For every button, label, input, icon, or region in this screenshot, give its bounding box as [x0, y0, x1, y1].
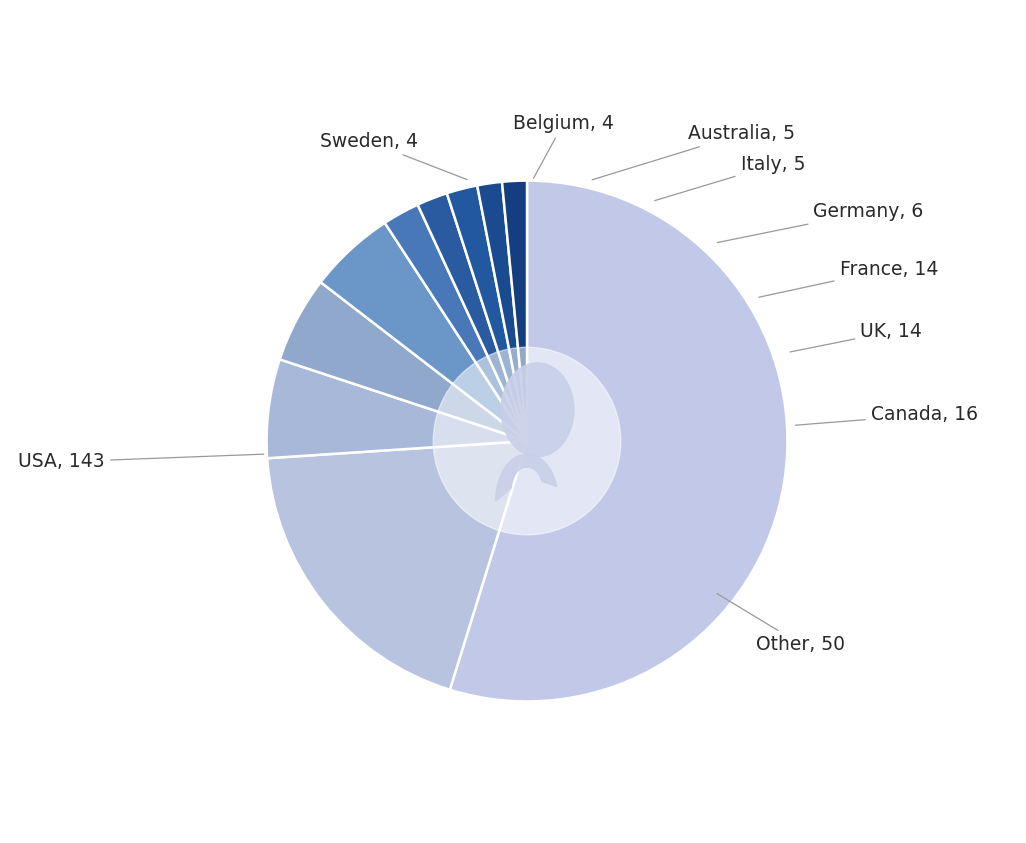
Circle shape [433, 347, 621, 534]
Wedge shape [477, 182, 527, 441]
Wedge shape [385, 205, 527, 441]
Text: Italy, 5: Italy, 5 [655, 155, 805, 201]
Text: France, 14: France, 14 [759, 260, 938, 298]
Wedge shape [502, 180, 527, 441]
Text: Belgium, 4: Belgium, 4 [513, 114, 614, 178]
Wedge shape [267, 359, 527, 459]
Text: USA, 143: USA, 143 [18, 453, 264, 471]
Text: Other, 50: Other, 50 [717, 593, 845, 653]
Ellipse shape [501, 362, 574, 457]
Text: Germany, 6: Germany, 6 [717, 202, 923, 243]
Text: Sweden, 4: Sweden, 4 [320, 132, 467, 180]
Wedge shape [449, 180, 787, 701]
Wedge shape [280, 282, 527, 441]
Text: Canada, 16: Canada, 16 [795, 405, 978, 425]
Wedge shape [267, 441, 527, 690]
Text: UK, 14: UK, 14 [790, 322, 922, 352]
Wedge shape [418, 193, 527, 441]
Polygon shape [496, 454, 557, 501]
Wedge shape [321, 223, 527, 441]
Text: Australia, 5: Australia, 5 [592, 124, 795, 180]
Wedge shape [447, 185, 527, 441]
